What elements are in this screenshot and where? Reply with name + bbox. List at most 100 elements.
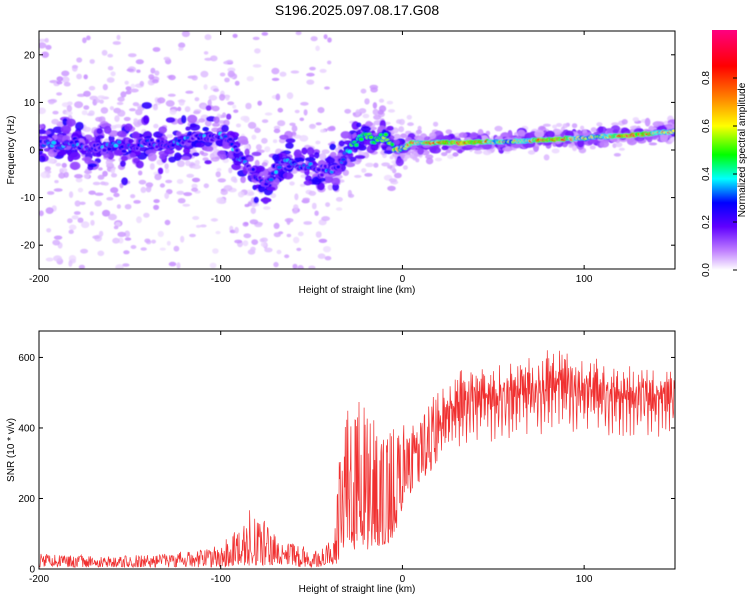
spectrogram-cell [138,179,147,185]
spectrogram-cell [149,138,154,143]
spectrogram-cell [315,140,321,145]
spectrogram-cell [273,222,280,229]
spectrogram-cell [213,116,220,124]
spectrogram-cell [61,76,70,83]
spectrogram-cell [315,45,320,52]
spectrogram-x-ticks: -200 -100 0 100 [29,31,593,285]
spectrogram-cell [406,114,412,120]
spectrogram-cell [671,123,675,130]
spectrogram-cell [83,105,90,110]
spectrogram-cell [189,233,196,238]
spectrogram-cell [234,239,243,244]
spectrogram-cell [252,64,262,68]
spectrogram-cell [112,237,120,244]
spectrogram-cell [347,149,353,154]
spectrogram-cell [102,170,108,177]
spectrogram-cell [71,215,79,220]
spectrogram-cell [138,170,143,176]
spectrogram-cell [263,206,271,210]
spectrogram-cell [193,110,201,115]
spectrogram-cell [373,114,382,120]
spectrogram-cell [358,108,367,114]
spectrogram-cell [116,204,121,209]
spectrogram-cell [599,140,610,148]
spectrogram-cell [142,115,150,125]
spectrogram-cell [597,126,604,133]
spectrogram-cell [46,173,51,179]
spectrogram-cell [330,151,337,158]
spectrogram-cell [315,231,322,238]
spectrogram-cell [308,190,317,196]
spectrogram-cell [61,70,70,77]
spectrogram-cell [365,162,374,168]
x-tick-label: 0 [400,574,406,585]
spectrogram-cell [543,154,550,161]
spectrogram-cell [253,196,259,204]
spectrogram-cell [102,181,109,186]
spectrogram-cell [68,3,74,6]
x-tick-label: 0 [400,274,406,285]
spectrogram-cell [62,118,68,126]
spectrogram-cell [192,216,200,220]
spectrogram-cell [306,79,315,85]
spectrogram-cell [284,218,294,223]
spectrogram-cell [383,150,393,155]
spectrogram-cell [251,167,256,172]
spectrogram-cell [412,156,418,161]
spectrogram-cell [140,186,147,193]
spectrogram-cell [102,209,111,217]
spectrogram-cell [285,138,296,144]
spectrogram-cell [81,110,88,116]
spectrogram-cell [240,115,249,121]
spectrogram-cell [596,122,603,127]
spectrogram-cell [205,105,212,111]
spectrogram-cell [198,118,206,123]
spectrogram-cell [116,101,124,106]
spectrogram-cell [433,121,439,127]
spectrogram-cell [323,34,328,40]
spectrogram-cell [176,190,185,195]
spectrogram-cell [165,100,175,107]
spectrogram-cell [181,156,191,161]
spectrogram-cell [191,75,198,81]
spectrogram-cell [204,34,212,41]
spectrogram-cell [95,98,101,103]
spectrogram-cell [67,218,73,224]
spectrogram-cell [458,132,468,138]
spectrogram-cell [395,158,404,167]
spectrogram-cell [648,142,658,146]
spectrogram-cell [260,242,267,247]
spectrogram-cell [122,263,130,267]
spectrogram-cell [250,207,256,215]
colorbar-tick-label: 0.4 [701,167,712,181]
spectrogram-cell [325,202,331,208]
spectrogram-cell [47,191,55,195]
spectrogram-cell [80,248,89,254]
spectrogram-cell [235,148,239,153]
spectrogram-cell [293,204,299,211]
spectrogram-cell [139,80,145,87]
spectrogram-cell [252,36,260,41]
spectrogram-cell [46,228,52,233]
spectrogram-cell [340,131,351,139]
spectrogram-cell [90,219,95,226]
spectrogram-cell [83,74,88,80]
spectrogram-cell [260,237,268,243]
x-tick-label: 100 [576,274,593,285]
spectrogram-cell [323,246,331,253]
spectrogram-cell [113,143,119,148]
spectrogram-cell [92,143,97,148]
spectrogram-cell [44,38,49,43]
spectrogram-cell [76,73,82,80]
spectrogram-cell [106,197,114,201]
spectrogram-cell [129,108,136,112]
spectrogram-cell [219,154,227,160]
spectrogram-cell [282,172,294,180]
spectrogram-cell [82,37,87,44]
spectrogram-cell [396,119,402,124]
spectrogram-cell [372,102,378,109]
spectrogram-x-label: Height of straight line (km) [299,285,416,296]
spectrogram-cell [164,148,175,155]
spectrogram-cell [153,123,159,129]
spectrogram-cell [77,217,84,223]
